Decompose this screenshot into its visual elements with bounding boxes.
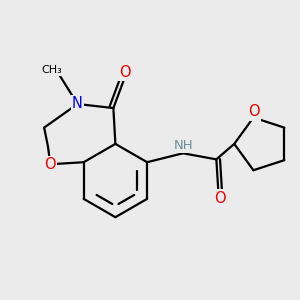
Text: O: O — [44, 157, 56, 172]
Text: O: O — [214, 190, 226, 206]
Text: NH: NH — [174, 139, 194, 152]
Text: CH₃: CH₃ — [41, 65, 62, 75]
Text: O: O — [119, 65, 130, 80]
Text: O: O — [248, 104, 260, 119]
Text: N: N — [72, 97, 83, 112]
